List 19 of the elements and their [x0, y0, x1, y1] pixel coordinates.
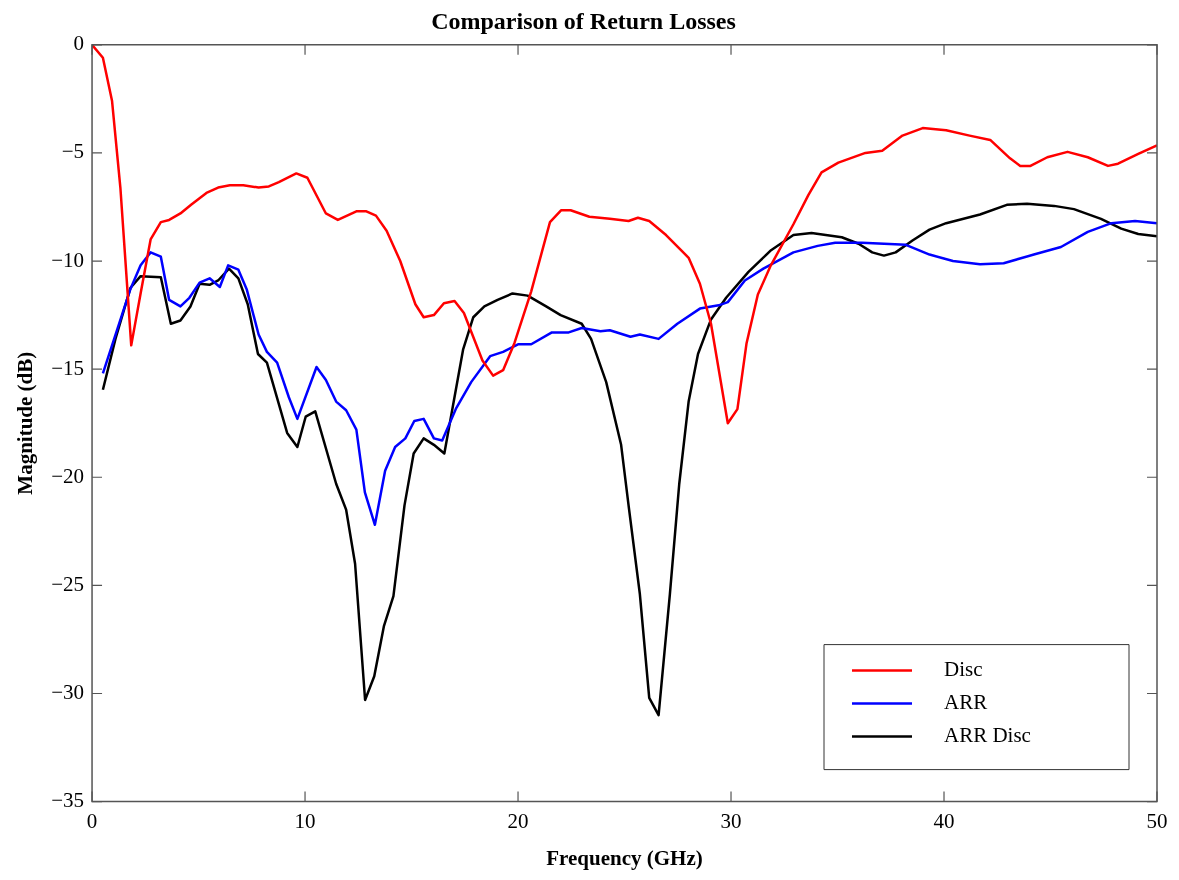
legend-label: ARR Disc [944, 723, 1031, 748]
x-tick-label: 40 [933, 808, 955, 833]
y-tick-label: −30 [51, 680, 85, 704]
y-tick-label: −20 [51, 463, 85, 488]
y-tick-label: −10 [51, 247, 85, 272]
legend-label: ARR [944, 690, 988, 715]
x-tick-label: 30 [720, 808, 742, 833]
x-tick-label: 10 [294, 808, 316, 833]
y-tick-label: −35 [51, 788, 85, 813]
y-tick-label: −25 [51, 571, 85, 596]
x-tick-label: 50 [1146, 808, 1168, 833]
y-tick-label: 0 [73, 31, 85, 56]
legend-label: Disc [944, 657, 983, 682]
y-tick-label: −15 [51, 355, 85, 380]
x-axis-title: Frequency (GHz) [546, 845, 703, 870]
x-tick-label: 20 [507, 808, 529, 833]
y-tick-label: −5 [61, 139, 85, 164]
y-axis-title: Magnitude (dB) [13, 351, 38, 495]
chart-title: Comparison of Return Losses [431, 7, 736, 34]
